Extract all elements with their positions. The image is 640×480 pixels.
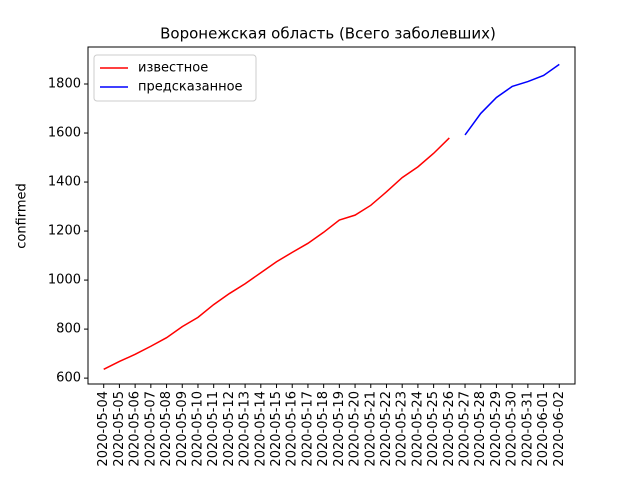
x-tick-label: 2020-05-08 — [159, 391, 174, 467]
x-tick-label: 2020-05-20 — [348, 391, 363, 467]
x-tick-label: 2020-05-09 — [175, 391, 190, 467]
x-tick-label: 2020-05-26 — [442, 391, 457, 467]
chart-title: Воронежская область (Всего заболевших) — [160, 25, 496, 43]
series-line — [464, 63, 560, 136]
plot-area — [87, 46, 576, 385]
x-tick-label: 2020-05-31 — [520, 391, 535, 467]
x-tick-label: 2020-05-10 — [190, 391, 205, 467]
y-tick-label: 800 — [56, 322, 81, 337]
x-tick-label: 2020-05-30 — [505, 391, 520, 467]
y-tick-label: 1800 — [48, 77, 81, 92]
x-tick-label: 2020-05-25 — [426, 391, 441, 467]
x-tick-label: 2020-06-02 — [552, 391, 567, 467]
x-tick-label: 2020-05-12 — [222, 391, 237, 467]
x-tick-label: 2020-05-21 — [363, 391, 378, 467]
series-line — [103, 137, 450, 370]
y-axis-label: confirmed — [15, 183, 30, 249]
x-tick-label: 2020-05-07 — [143, 391, 158, 467]
x-tick-label: 2020-05-27 — [458, 391, 473, 467]
legend-label: предсказанное — [138, 80, 243, 95]
x-tick-label: 2020-05-06 — [128, 391, 143, 467]
x-tick-label: 2020-06-01 — [536, 391, 551, 467]
x-tick-label: 2020-05-04 — [96, 391, 111, 467]
x-tick-label: 2020-05-24 — [410, 391, 425, 467]
y-tick-label: 1200 — [48, 224, 81, 239]
x-tick-label: 2020-05-14 — [253, 391, 268, 467]
y-tick-label: 1400 — [48, 175, 81, 190]
legend-box — [93, 54, 257, 102]
x-tick-label: 2020-05-05 — [112, 391, 127, 467]
x-tick-label: 2020-05-15 — [269, 391, 284, 467]
x-tick-label: 2020-05-29 — [489, 391, 504, 467]
x-tick-label: 2020-05-13 — [238, 391, 253, 467]
x-tick-label: 2020-05-23 — [395, 391, 410, 467]
x-tick-label: 2020-05-19 — [332, 391, 347, 467]
x-tick-label: 2020-05-22 — [379, 391, 394, 467]
x-tick-label: 2020-05-28 — [473, 391, 488, 467]
x-tick-label: 2020-05-18 — [316, 391, 331, 467]
y-tick-label: 1600 — [48, 126, 81, 141]
legend-label: известное — [138, 61, 208, 76]
x-tick-label: 2020-05-16 — [285, 391, 300, 467]
x-tick-label: 2020-05-11 — [206, 391, 221, 467]
y-tick-label: 600 — [56, 371, 81, 386]
x-tick-label: 2020-05-17 — [300, 391, 315, 467]
y-tick-label: 1000 — [48, 273, 81, 288]
